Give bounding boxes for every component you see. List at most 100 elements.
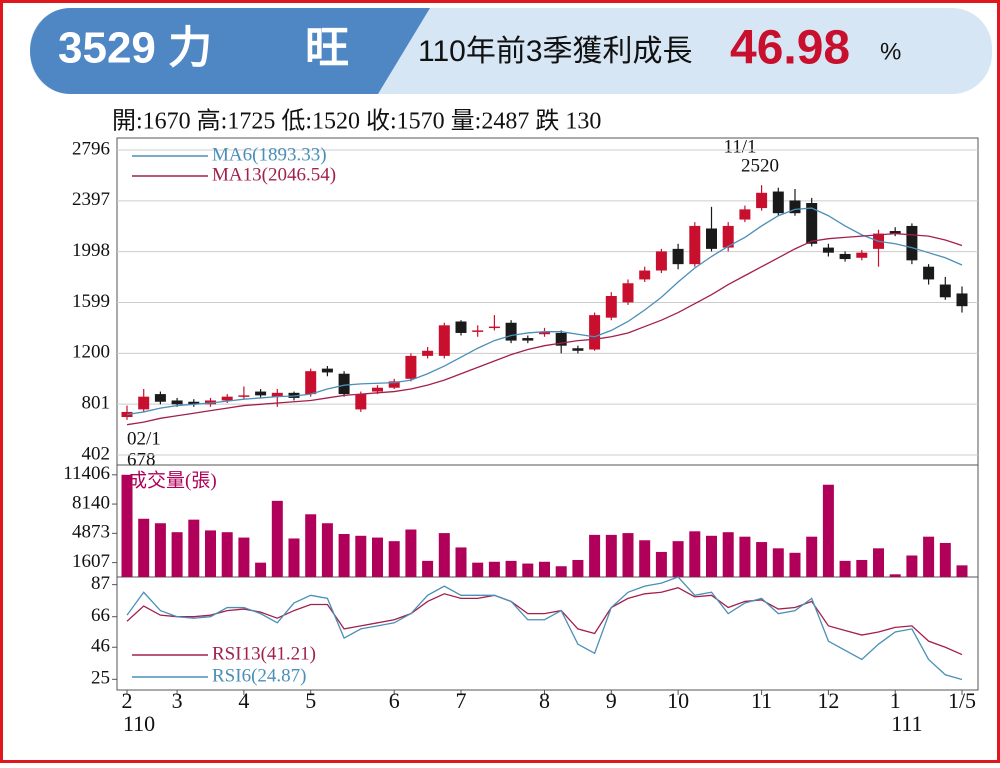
x-tick-label: 10 [667, 688, 689, 713]
y-tick-label: 8140 [72, 492, 110, 513]
y-tick-label: 1599 [72, 291, 110, 312]
candle-body [639, 270, 651, 280]
x-tick-label: 12 [817, 688, 839, 713]
candle-body [422, 350, 434, 356]
candle-body [756, 192, 768, 209]
candle-body [171, 400, 183, 405]
volume-bar [205, 530, 216, 577]
candle-body [405, 355, 417, 379]
candle-body [355, 394, 367, 410]
stock-name: 旺 [305, 24, 349, 73]
candle-body [622, 283, 634, 303]
volume-bar [839, 560, 851, 577]
candle-body [455, 321, 467, 333]
candle-body [589, 315, 601, 350]
candle-body [488, 326, 500, 329]
legend-label: RSI13(41.21) [212, 643, 316, 664]
candle-body [338, 373, 350, 395]
candle-body [505, 322, 517, 341]
legend-label: MA13(2046.54) [212, 164, 336, 185]
x-tick-label: 6 [389, 688, 400, 713]
y-tick-label: 402 [82, 443, 111, 464]
volume-bar [522, 563, 534, 577]
plot-frame [116, 137, 979, 691]
volume-bar [438, 533, 450, 577]
candle-body [706, 228, 717, 249]
candle-body [438, 325, 450, 356]
volume-bar [422, 560, 434, 577]
candle-body [305, 371, 317, 395]
volume-bar [238, 537, 250, 577]
high-date: 11/1 [723, 136, 756, 157]
x-tick-label: 9 [606, 688, 617, 713]
y-tick-label: 25 [91, 668, 110, 689]
volume-bar [405, 529, 417, 577]
x-tick-label: 5 [305, 688, 316, 713]
volume-bar [689, 531, 701, 577]
y-tick-label: 2397 [72, 189, 110, 210]
candle-body [655, 251, 667, 271]
volume-bar [856, 559, 868, 577]
y-tick-label: 11406 [63, 463, 110, 484]
x-tick-label: 7 [456, 688, 467, 713]
candle-body [388, 381, 400, 388]
candle-body [522, 338, 534, 341]
candle-body [689, 225, 701, 265]
volume-bar [472, 562, 484, 577]
candle-body [539, 331, 550, 335]
candle-body [806, 202, 818, 244]
stock-code: 3529 力 [58, 24, 212, 73]
volume-bar [288, 538, 300, 577]
y-tick-label: 4873 [72, 522, 110, 543]
volume-bar [756, 542, 768, 577]
volume-bar [271, 500, 283, 577]
y-tick-label: 46 [91, 636, 110, 657]
legend-label: MA6(1893.33) [212, 144, 327, 165]
volume-bar [188, 519, 200, 577]
volume-bar [121, 474, 133, 577]
volume-bar [622, 533, 634, 577]
candle-body [906, 225, 918, 261]
year-label: 111 [891, 711, 922, 736]
high-value: 2520 [741, 155, 779, 176]
x-tick-label: 8 [539, 688, 550, 713]
x-tick-label: 3 [172, 688, 183, 713]
volume-bar [154, 523, 166, 577]
volume-bar [806, 536, 818, 577]
y-tick-label: 2796 [72, 138, 110, 159]
candle-body [956, 293, 968, 307]
volume-bar [572, 559, 584, 577]
x-tick-label: 1/5 [948, 688, 976, 713]
volume-bar [255, 562, 267, 577]
headline: 110年前3季獲利成長 [418, 35, 693, 68]
volume-bar [555, 566, 567, 577]
x-tick-label: 2 [122, 688, 133, 713]
volume-bar [923, 536, 935, 577]
candle-body [138, 396, 150, 410]
candle-body [889, 231, 901, 234]
candle-body [321, 368, 333, 373]
candle-body [939, 284, 951, 298]
volume-bar [706, 535, 717, 577]
candle-body [822, 247, 834, 253]
y-tick-label: 1200 [72, 342, 110, 363]
candle-body [923, 266, 935, 280]
x-tick-label: 1 [890, 688, 901, 713]
volume-bar [956, 565, 968, 577]
header-tab [30, 8, 430, 94]
y-tick-label: 66 [91, 605, 110, 626]
volume-bar [455, 547, 467, 577]
low-date: 02/1 [127, 428, 161, 449]
low-value: 678 [127, 449, 156, 470]
candle-body [221, 396, 233, 401]
volume-bar [939, 542, 951, 577]
volume-bar [221, 532, 233, 577]
volume-bar [789, 552, 801, 577]
volume-bar [822, 484, 834, 577]
volume-bar [539, 561, 550, 577]
candle-body [789, 200, 801, 214]
candle-body [722, 225, 734, 248]
volume-bar [873, 548, 884, 577]
volume-bar [338, 533, 350, 577]
